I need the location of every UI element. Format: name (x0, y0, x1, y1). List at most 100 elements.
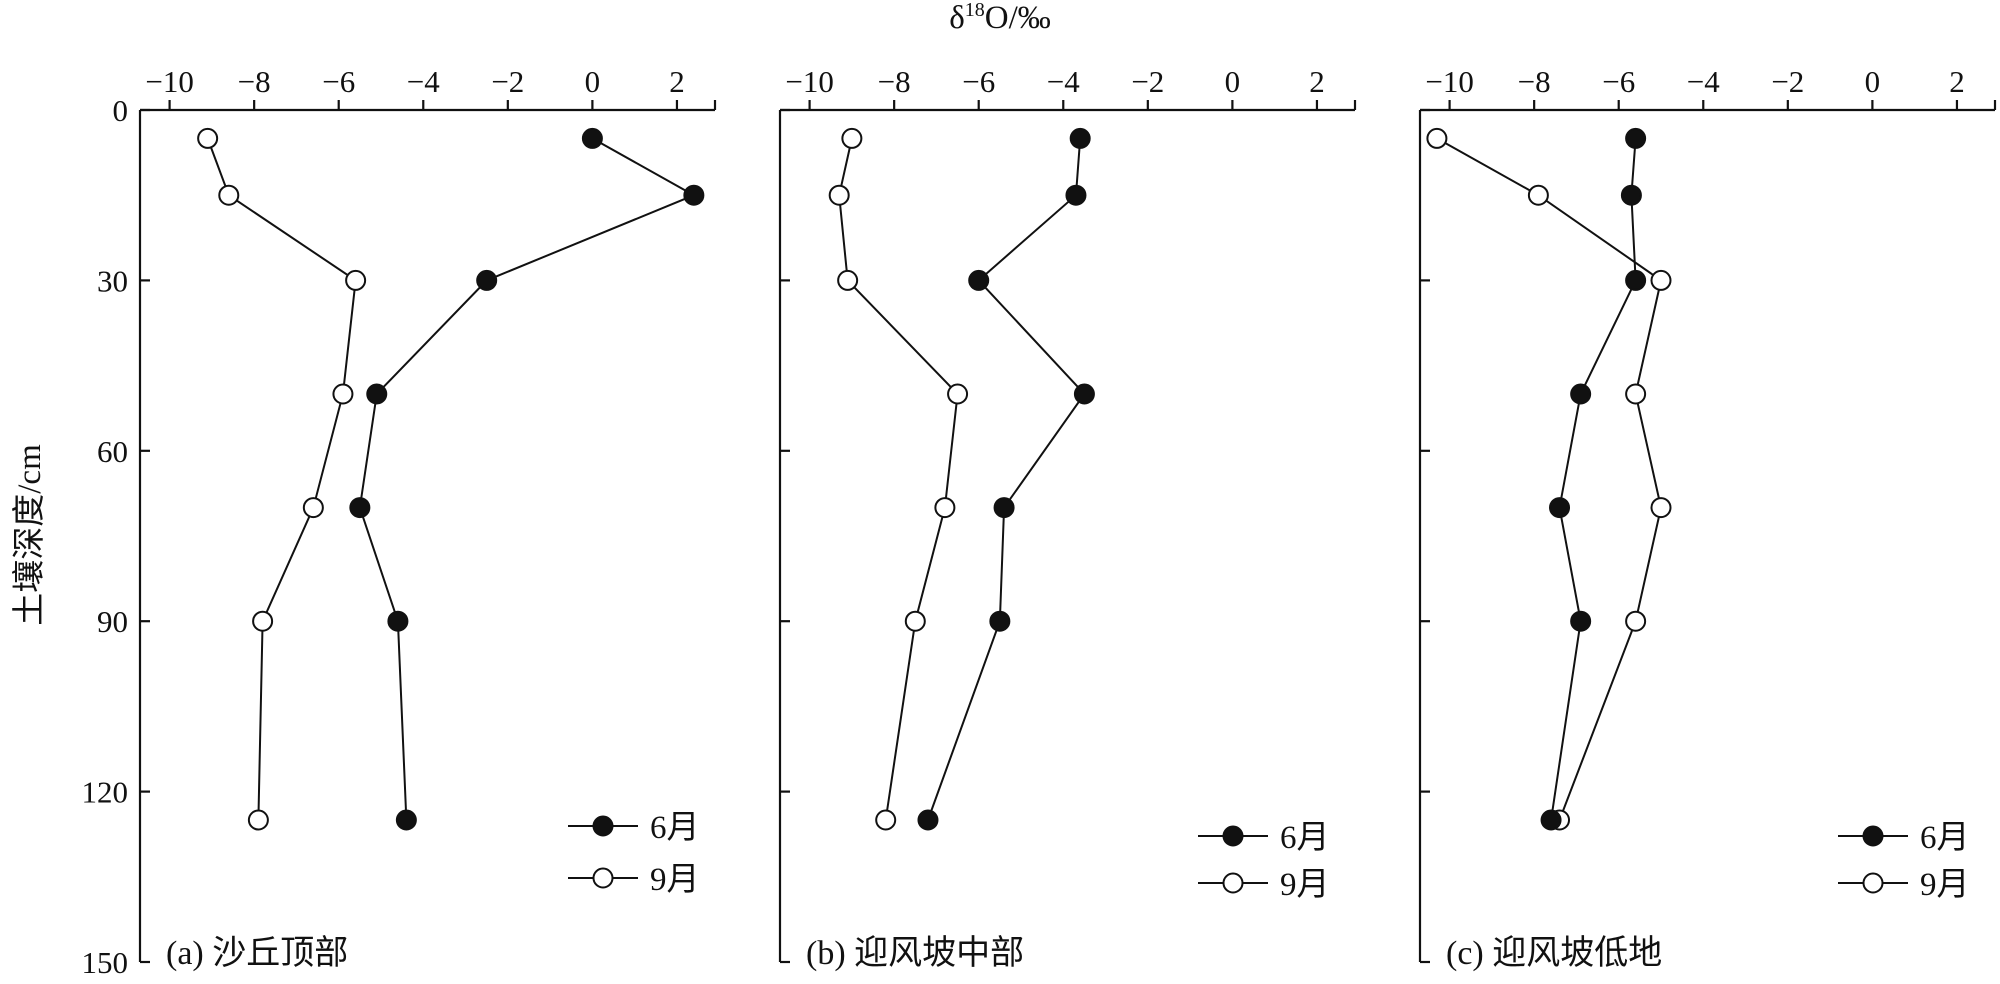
panel-label: (a) 沙丘顶部 (166, 934, 348, 972)
data-point-september (837, 269, 859, 291)
legend-item-june: 6月 (1198, 820, 1330, 856)
x-tick-label: 2 (1949, 64, 1965, 99)
data-point-june (917, 809, 939, 831)
data-point-september (947, 383, 969, 405)
x-axis-title-rest: O/‰ (985, 0, 1051, 36)
legend-label: 6月 (650, 810, 700, 846)
legend-item-september: 9月 (568, 862, 700, 898)
legend-marker-filled (1862, 825, 1884, 847)
data-point-september (1625, 610, 1647, 632)
data-point-september (332, 383, 354, 405)
x-tick-label: −8 (878, 64, 911, 99)
x-tick-label: −10 (1425, 64, 1473, 99)
data-point-june (349, 497, 371, 519)
data-point-september (828, 184, 850, 206)
data-point-june (1069, 127, 1091, 149)
x-tick-label: −4 (1047, 64, 1080, 99)
x-tick-label: −2 (491, 64, 524, 99)
data-point-september (1426, 127, 1448, 149)
data-point-june (993, 497, 1015, 519)
x-tick-label: −4 (1687, 64, 1720, 99)
y-axis-title: 土壤深度/cm (11, 444, 48, 626)
data-point-september (841, 127, 863, 149)
data-point-june (387, 610, 409, 632)
data-point-june (1073, 383, 1095, 405)
data-point-september (934, 497, 956, 519)
legend-item-september: 9月 (1838, 867, 1970, 903)
x-tick-label: −2 (1771, 64, 1804, 99)
x-tick-label: −10 (145, 64, 193, 99)
data-point-september (345, 269, 367, 291)
x-tick-label: −4 (407, 64, 440, 99)
data-point-june (1540, 809, 1562, 831)
data-point-june (476, 269, 498, 291)
series-line-september (1436, 137, 1663, 821)
y-tick-label: 90 (97, 604, 128, 639)
data-point-september (1650, 269, 1672, 291)
data-point-september (1625, 383, 1647, 405)
data-point-september (252, 610, 274, 632)
y-tick-label: 30 (97, 263, 128, 298)
legend-item-september: 9月 (1198, 867, 1330, 903)
data-point-september (904, 610, 926, 632)
y-tick-label: 0 (113, 93, 129, 128)
data-point-september (302, 497, 324, 519)
legend-label: 9月 (650, 862, 700, 898)
panel-c: −10 −8 −6 −4 −2 0 2 6月 9月 (c) 迎风坡低地 (1418, 64, 1997, 972)
data-point-june (683, 184, 705, 206)
data-point-june (989, 610, 1011, 632)
x-tick-label: 0 (585, 64, 601, 99)
panel-label: (c) 迎风坡低地 (1446, 934, 1662, 972)
data-point-september (197, 127, 219, 149)
data-point-june (1570, 383, 1592, 405)
data-point-september (218, 184, 240, 206)
x-axis-title-superscript: 18 (965, 0, 985, 21)
x-tick-label: −2 (1131, 64, 1164, 99)
panel-a: −10 −8 −6 −4 −2 0 2 0 30 60 90 120 150 6月 9月 (a) 沙丘顶部 (82, 64, 717, 980)
data-point-june (1570, 610, 1592, 632)
data-point-june (1065, 184, 1087, 206)
x-tick-label: 0 (1865, 64, 1881, 99)
x-tick-label: −10 (785, 64, 833, 99)
x-axis-title-symbol: δ (949, 0, 965, 36)
legend-marker-open (1222, 872, 1244, 894)
data-point-june (1625, 127, 1647, 149)
panel-b: −10 −8 −6 −4 −2 0 2 6月 9月 (b) 迎风坡中部 (778, 64, 1357, 972)
legend-marker-open (1862, 872, 1884, 894)
x-tick-label: 2 (669, 64, 685, 99)
series-line-september (206, 138, 357, 821)
panel-label: (b) 迎风坡中部 (806, 934, 1024, 972)
data-point-september (247, 809, 269, 831)
data-point-june (968, 269, 990, 291)
legend-marker-filled (1222, 825, 1244, 847)
x-axis-title: δ18O/‰ (949, 0, 1051, 36)
y-tick-label: 150 (82, 945, 129, 980)
legend-label: 6月 (1920, 820, 1970, 856)
legend-marker-filled (592, 815, 614, 837)
data-point-september (875, 809, 897, 831)
legend-marker-open (592, 867, 614, 889)
legend-item-june: 6月 (1838, 820, 1970, 856)
legend-item-june: 6月 (568, 810, 700, 846)
x-tick-label: −8 (238, 64, 271, 99)
x-tick-label: −8 (1518, 64, 1551, 99)
data-point-june (366, 383, 388, 405)
data-point-june (395, 809, 417, 831)
data-point-june (1620, 184, 1642, 206)
data-point-june (581, 127, 603, 149)
x-tick-label: 2 (1309, 64, 1325, 99)
series-line-june (1550, 138, 1637, 821)
y-tick-label: 120 (82, 775, 129, 810)
legend-label: 9月 (1280, 867, 1330, 903)
x-tick-label: 0 (1225, 64, 1241, 99)
series-line-september (838, 138, 959, 821)
data-point-september (1650, 497, 1672, 519)
legend-label: 9月 (1920, 867, 1970, 903)
y-axis-title-text: 土壤深度/cm (11, 444, 48, 626)
y-tick-label: 60 (97, 434, 128, 469)
data-point-september (1527, 184, 1549, 206)
legend-label: 6月 (1280, 820, 1330, 856)
data-point-june (1625, 269, 1647, 291)
